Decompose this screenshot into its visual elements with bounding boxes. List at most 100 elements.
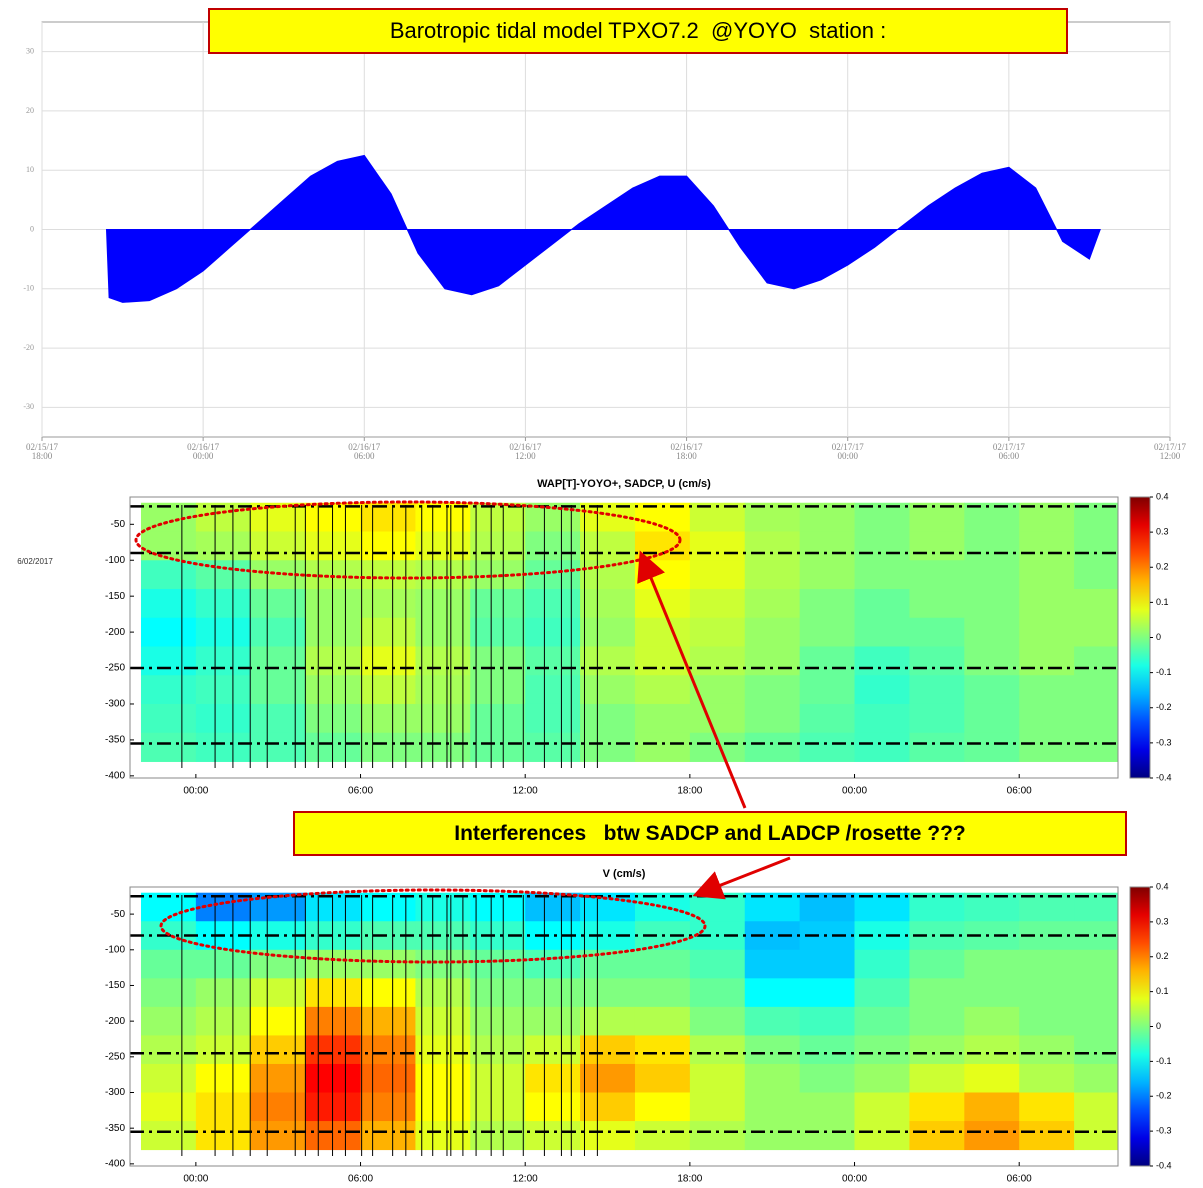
cell bbox=[250, 560, 307, 590]
cell bbox=[140, 646, 197, 676]
cell bbox=[580, 531, 636, 561]
cell bbox=[854, 978, 910, 1008]
cell bbox=[250, 703, 307, 734]
cell bbox=[525, 1092, 581, 1122]
cell bbox=[470, 588, 526, 619]
chart-title: V (cm/s) bbox=[603, 868, 646, 880]
cell bbox=[744, 1006, 801, 1036]
cell bbox=[964, 732, 1020, 762]
cell bbox=[1074, 949, 1118, 979]
cell bbox=[195, 646, 252, 676]
y-tick-label: -30 bbox=[23, 402, 34, 411]
cell bbox=[964, 703, 1020, 734]
x-tick-label: 06:00 bbox=[1007, 1174, 1032, 1185]
cell bbox=[140, 703, 197, 734]
cell bbox=[634, 617, 691, 647]
cell bbox=[525, 1121, 581, 1151]
cell bbox=[744, 1063, 801, 1094]
cell bbox=[799, 646, 856, 676]
cell bbox=[250, 1121, 307, 1151]
cell bbox=[1019, 978, 1075, 1008]
cell bbox=[250, 646, 307, 676]
colorbar-label: -0.3 bbox=[1156, 737, 1172, 747]
cell bbox=[744, 1121, 801, 1151]
y-tick-label: -50 bbox=[111, 519, 126, 530]
cell bbox=[854, 732, 910, 762]
cell bbox=[525, 703, 581, 734]
cell bbox=[689, 675, 746, 705]
cell bbox=[250, 1063, 307, 1094]
cell bbox=[689, 1006, 746, 1036]
cell bbox=[1019, 617, 1075, 647]
cell bbox=[250, 1035, 307, 1065]
cell bbox=[470, 560, 526, 590]
cell bbox=[195, 1092, 252, 1122]
cell bbox=[909, 1092, 965, 1122]
cell bbox=[525, 949, 581, 979]
cell bbox=[1074, 588, 1118, 619]
cell bbox=[689, 646, 746, 676]
cell bbox=[689, 502, 746, 532]
cell bbox=[360, 617, 416, 647]
cell bbox=[360, 1063, 416, 1094]
cell bbox=[195, 617, 252, 647]
cell bbox=[964, 1035, 1020, 1065]
cell bbox=[195, 675, 252, 705]
cell bbox=[744, 531, 801, 561]
cell bbox=[1074, 502, 1118, 532]
cell bbox=[799, 502, 856, 532]
cell bbox=[689, 978, 746, 1008]
cell bbox=[305, 560, 362, 590]
cell bbox=[580, 675, 636, 705]
cell bbox=[1019, 949, 1075, 979]
cell bbox=[580, 703, 636, 734]
cell bbox=[140, 531, 197, 561]
y-tick-label: -10 bbox=[23, 284, 34, 293]
cell bbox=[909, 646, 965, 676]
cell bbox=[854, 560, 910, 590]
cell bbox=[580, 588, 636, 619]
cell bbox=[580, 560, 636, 590]
cell bbox=[744, 588, 801, 619]
x-tick-label: 00:00 bbox=[183, 786, 208, 797]
cell bbox=[1074, 617, 1118, 647]
cell bbox=[1074, 732, 1118, 762]
x-tick-label: 18:00 bbox=[677, 1174, 702, 1185]
cell bbox=[799, 1006, 856, 1036]
cell bbox=[744, 978, 801, 1008]
colorbar-label: -0.4 bbox=[1156, 1160, 1172, 1170]
cell bbox=[195, 588, 252, 619]
cell bbox=[964, 1092, 1020, 1122]
colorbar-label: 0 bbox=[1156, 632, 1161, 642]
cell bbox=[854, 531, 910, 561]
cell bbox=[305, 949, 362, 979]
cell bbox=[1019, 531, 1075, 561]
cell bbox=[195, 703, 252, 734]
cell bbox=[580, 949, 636, 979]
colorbar-label: 0.3 bbox=[1156, 916, 1169, 926]
cell bbox=[415, 732, 471, 762]
x-tick-label: 02/16/17 12:00 bbox=[509, 442, 542, 461]
cell bbox=[525, 588, 581, 619]
cell bbox=[140, 588, 197, 619]
x-tick-label: 18:00 bbox=[677, 786, 702, 797]
y-tick-label: -250 bbox=[105, 663, 125, 674]
cell bbox=[799, 732, 856, 762]
cell bbox=[305, 1121, 362, 1151]
cell bbox=[470, 978, 526, 1008]
cell bbox=[250, 588, 307, 619]
cell bbox=[744, 1092, 801, 1122]
cell bbox=[1019, 1092, 1075, 1122]
cell bbox=[799, 1121, 856, 1151]
frame bbox=[129, 496, 1119, 779]
cell bbox=[799, 588, 856, 619]
cell bbox=[1074, 646, 1118, 676]
x-tick-label: 02/17/17 00:00 bbox=[831, 442, 864, 461]
cell bbox=[580, 732, 636, 762]
cell bbox=[964, 978, 1020, 1008]
y-tick-label: -350 bbox=[105, 1123, 125, 1134]
cell bbox=[140, 949, 197, 979]
cell bbox=[1074, 531, 1118, 561]
